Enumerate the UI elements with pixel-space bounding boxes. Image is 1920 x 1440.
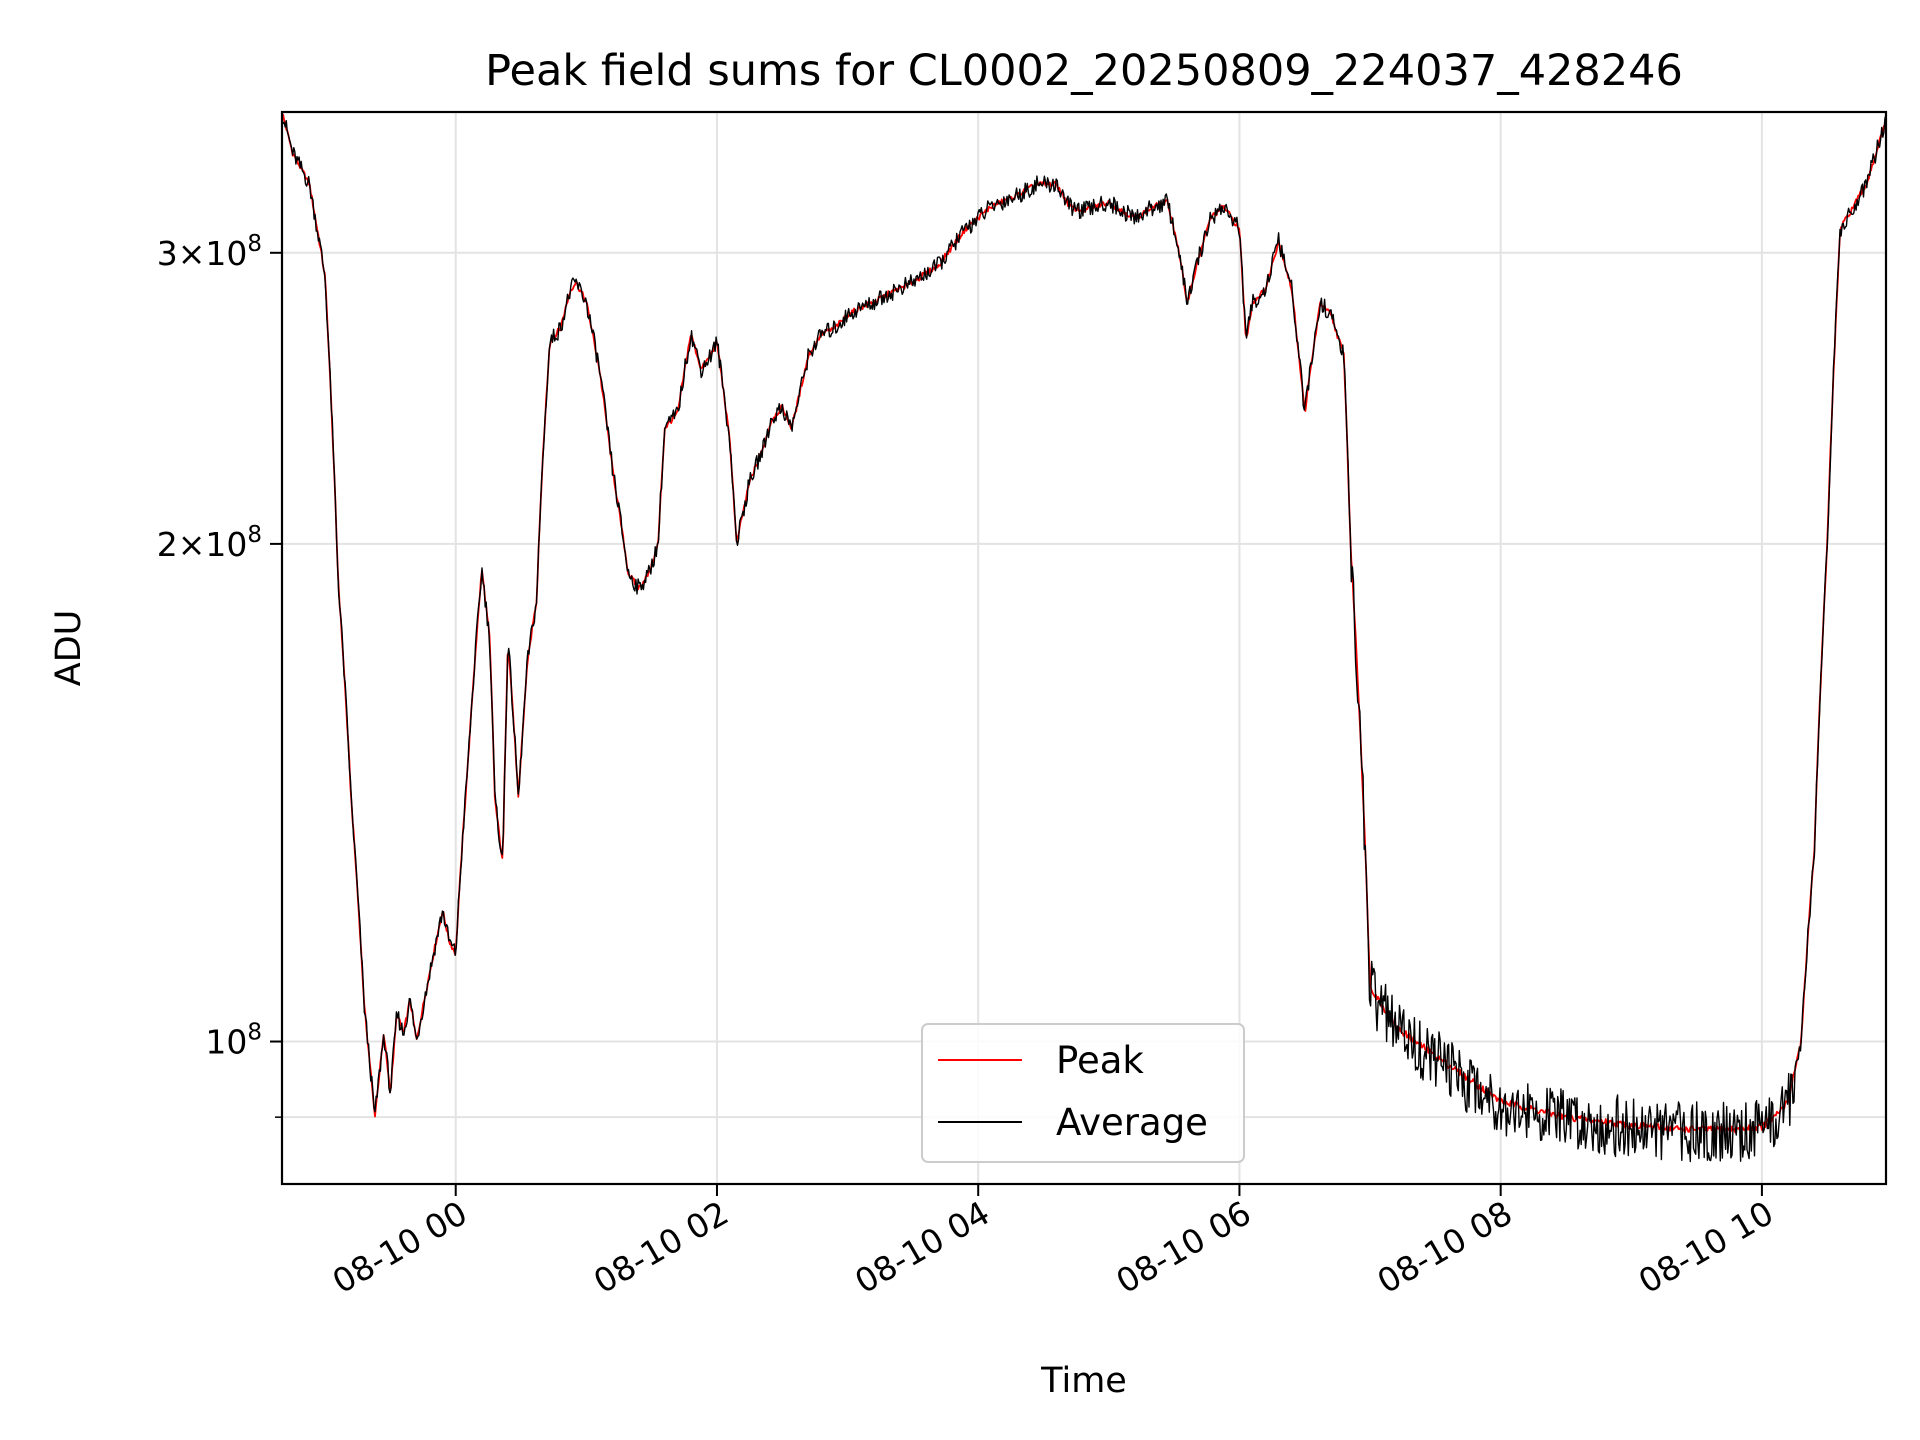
series-line-average: [281, 113, 1887, 1163]
y-axis-label: ADU: [49, 610, 89, 687]
series-layer: [281, 113, 1887, 1163]
x-axis-label: Time: [1040, 1361, 1127, 1401]
plot-frame: [280, 110, 1888, 1186]
chart-title: Peak field sums for CL0002_20250809_2240…: [485, 46, 1683, 96]
legend-box: [921, 1023, 1245, 1163]
legend-label-peak: Peak: [1056, 1039, 1144, 1082]
legend-label-average: Average: [1056, 1101, 1208, 1144]
y-tick-label: 3×108: [157, 231, 262, 273]
y-axis: 108 2×108 3×108: [157, 231, 282, 1118]
y-tick-label: 108: [205, 1020, 262, 1062]
legend: Peak Average: [921, 1023, 1245, 1163]
y-tick-label: 2×108: [157, 522, 262, 564]
